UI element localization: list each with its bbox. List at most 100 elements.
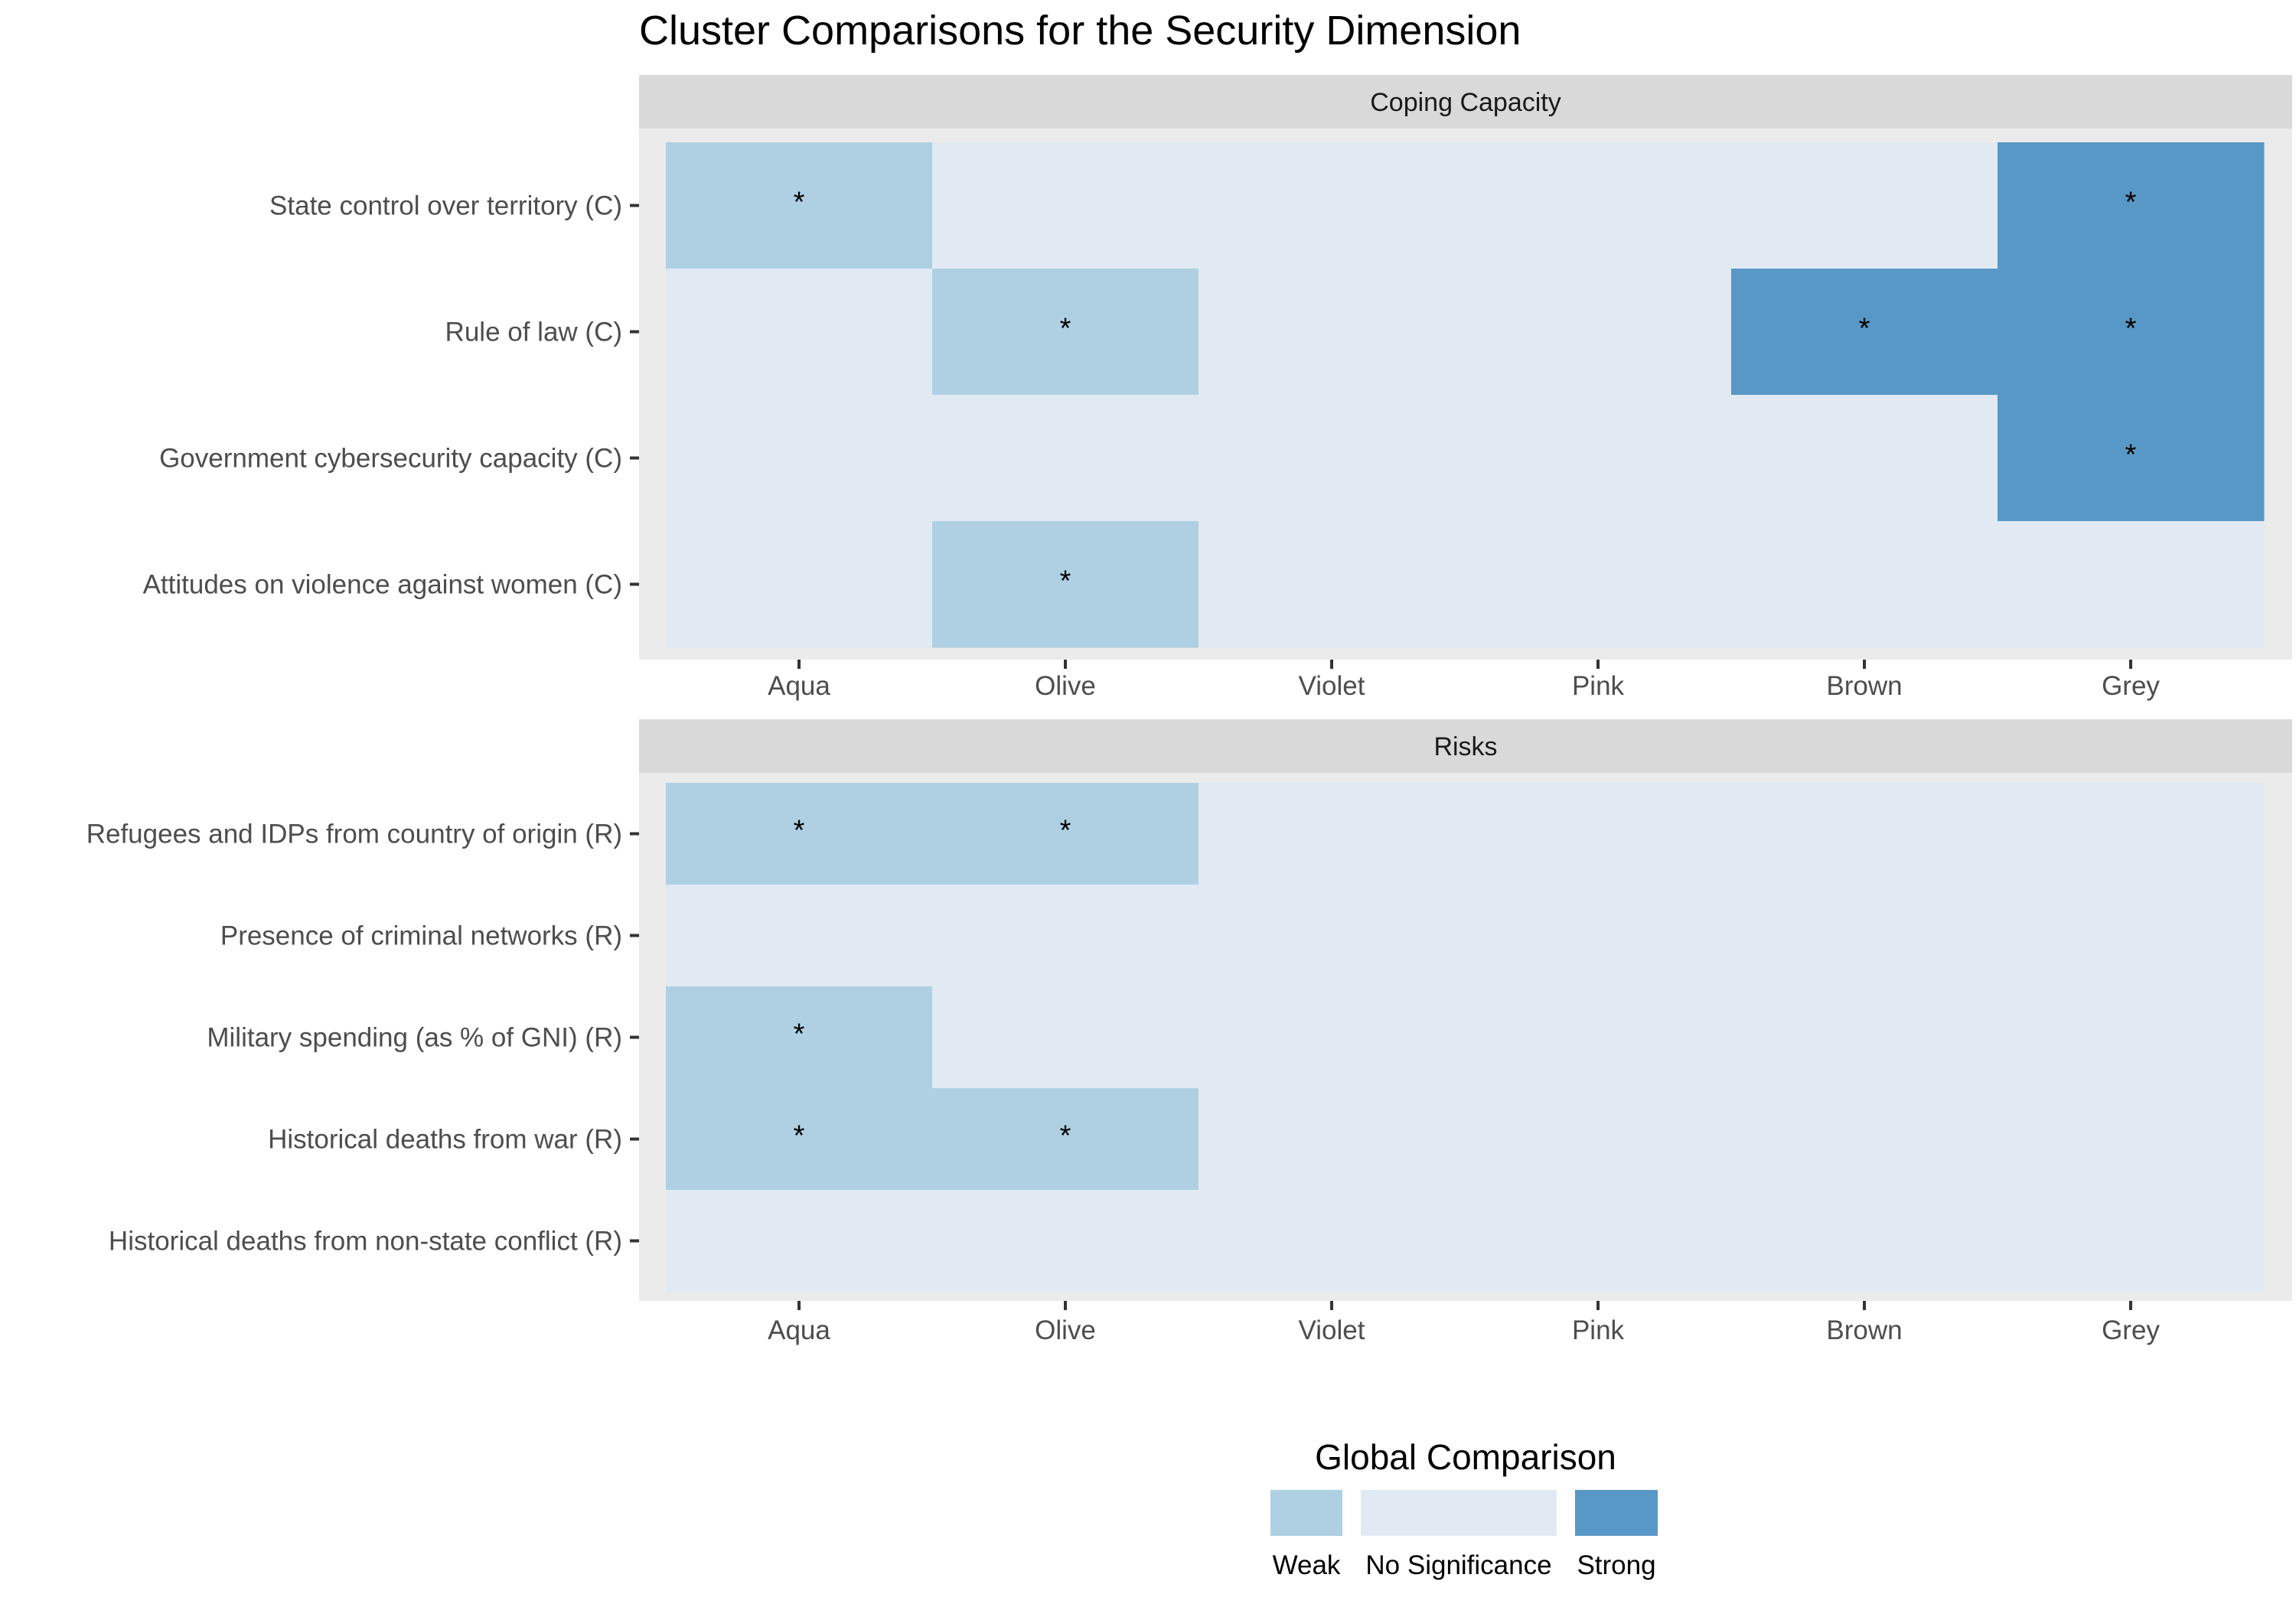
- heatmap-tile: [1998, 1190, 2265, 1292]
- heatmap-tile: [932, 521, 1199, 648]
- heatmap-tile: [666, 783, 933, 885]
- heatmap-tile: [1465, 142, 1732, 269]
- heatmap-tile: [1465, 1190, 1732, 1292]
- heatmap-tile: [1731, 1190, 1998, 1292]
- heatmap-tile: [666, 269, 933, 396]
- heatmap-tile: [1199, 521, 1466, 648]
- heatmap-tile: [1998, 986, 2265, 1089]
- heatmap-tile: [1731, 521, 1998, 648]
- row-label-presence-of-criminal-networks-r: Presence of criminal networks (R): [220, 921, 622, 951]
- panel-strip: [639, 719, 2292, 773]
- heatmap-tile: [1731, 395, 1998, 522]
- heatmap-tile: [932, 142, 1199, 269]
- heatmap-tile: [1731, 269, 1998, 396]
- significance-star: *: [2125, 313, 2137, 345]
- column-label-aqua: Aqua: [768, 1315, 830, 1345]
- heatmap-tile: [666, 1088, 933, 1191]
- heatmap-tile: [1465, 986, 1732, 1089]
- legend-label-weak: Weak: [1273, 1550, 1341, 1580]
- legend-key-weak: [1270, 1490, 1342, 1536]
- legend: Global Comparison Weak No Significance Str…: [1270, 1437, 1658, 1580]
- heatmap-tile: [1199, 986, 1466, 1089]
- heatmap-tile: [1199, 885, 1466, 987]
- significance-star: *: [1859, 313, 1870, 345]
- column-label-grey: Grey: [2102, 1315, 2160, 1345]
- heatmap-tile: [666, 986, 933, 1089]
- heatmap-tile: [666, 885, 933, 987]
- significance-star: *: [2125, 187, 2137, 219]
- legend-title: Global Comparison: [1315, 1437, 1616, 1477]
- panel-strip: [639, 75, 2292, 129]
- heatmap-tile: [666, 395, 933, 522]
- heatmap-tile: [1465, 1088, 1732, 1191]
- heatmap-tile: [932, 986, 1199, 1089]
- heatmap-tile: [1998, 395, 2265, 522]
- heatmap-tile: [1199, 1190, 1466, 1292]
- column-label-aqua: Aqua: [768, 671, 830, 701]
- column-label-brown: Brown: [1826, 671, 1902, 701]
- column-label-olive: Olive: [1035, 671, 1096, 701]
- heatmap-tile: [1731, 885, 1998, 987]
- significance-star: *: [794, 815, 805, 847]
- significance-star: *: [1060, 1120, 1071, 1152]
- significance-star: *: [1060, 566, 1071, 598]
- heatmap-tile: [1731, 142, 1998, 269]
- legend-label-no-significance: No Significance: [1365, 1550, 1551, 1580]
- heatmap-tile: [666, 521, 933, 648]
- heatmap-tile: [932, 269, 1199, 396]
- legend-key-strong: [1575, 1490, 1658, 1536]
- column-label-violet: Violet: [1299, 671, 1365, 701]
- heatmap-tile: [1731, 986, 1998, 1089]
- column-label-pink: Pink: [1572, 1315, 1625, 1345]
- column-label-pink: Pink: [1572, 671, 1625, 701]
- panel-risks: Risks * * * * * Refugees and IDPs from country…: [86, 719, 2292, 1345]
- heatmap-tile: [1199, 395, 1466, 522]
- panel-strip-label: Coping Capacity: [1370, 88, 1561, 117]
- panels-layer: Coping Capacity * * * * * * * State control over…: [86, 75, 2292, 1345]
- row-label-historical-deaths-from-war-r: Historical deaths from war (R): [268, 1125, 622, 1155]
- heatmap-tile: [932, 885, 1199, 987]
- row-label-state-control-over-territory-c: State control over territory (C): [269, 191, 622, 221]
- column-label-brown: Brown: [1826, 1315, 1902, 1345]
- heatmap-tile: [932, 395, 1199, 522]
- heatmap-tile: [1199, 1088, 1466, 1191]
- column-label-violet: Violet: [1299, 1315, 1365, 1345]
- significance-star: *: [794, 1120, 805, 1152]
- heatmap-tile: [666, 1190, 933, 1292]
- heatmap-tile: [1998, 269, 2265, 396]
- row-label-military-spending-as-of-gni-r: Military spending (as % of GNI) (R): [207, 1023, 622, 1053]
- heatmap-tile: [1998, 142, 2265, 269]
- heatmap-tile: [1465, 269, 1732, 396]
- heatmap-tile: [1465, 521, 1732, 648]
- row-label-government-cybersecurity-capacity-c: Government cybersecurity capacity (C): [159, 444, 622, 474]
- heatmap-tile: [1998, 521, 2265, 648]
- significance-star: *: [2125, 439, 2137, 471]
- heatmap-tile: [1998, 1088, 2265, 1191]
- heatmap-tile: [1731, 783, 1998, 885]
- heatmap-tile: [1465, 783, 1732, 885]
- panel-strip-label: Risks: [1433, 732, 1497, 761]
- heatmap-tile: [1998, 783, 2265, 885]
- heatmap-tile: [932, 1088, 1199, 1191]
- row-label-rule-of-law-c: Rule of law (C): [445, 318, 622, 347]
- heatmap-tile: [1731, 1088, 1998, 1191]
- row-label-refugees-and-idps-from-country-of-origin-r: Refugees and IDPs from country of origin…: [86, 820, 622, 849]
- heatmap-tile: [1199, 142, 1466, 269]
- heatmap-tile: [1199, 783, 1466, 885]
- heatmap-tile: [1199, 269, 1466, 396]
- row-label-historical-deaths-from-non-state-conflict-r: Historical deaths from non-state conflic…: [109, 1227, 622, 1257]
- heatmap-tile: [666, 142, 933, 269]
- legend-key-no-significance: [1361, 1490, 1557, 1536]
- column-label-olive: Olive: [1035, 1315, 1096, 1345]
- column-label-grey: Grey: [2102, 671, 2160, 701]
- significance-star: *: [1060, 313, 1071, 345]
- heatmap-tile: [1465, 395, 1732, 522]
- row-label-attitudes-on-violence-against-women-c: Attitudes on violence against women (C): [143, 570, 622, 600]
- heatmap-tile: [1465, 885, 1732, 987]
- panel-coping-capacity: Coping Capacity * * * * * * * State control over…: [143, 75, 2292, 701]
- significance-star: *: [1060, 815, 1071, 847]
- heatmap-tile: [932, 1190, 1199, 1292]
- heatmap-tile: [932, 783, 1199, 885]
- significance-star: *: [794, 1019, 805, 1051]
